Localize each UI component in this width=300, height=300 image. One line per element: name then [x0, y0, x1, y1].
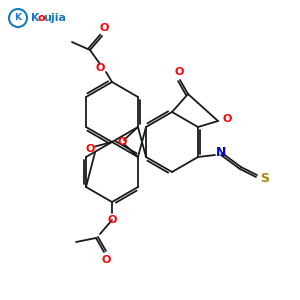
- Text: O: O: [222, 114, 232, 124]
- Text: O: O: [107, 215, 117, 225]
- Text: O: O: [117, 137, 127, 147]
- Text: O: O: [101, 255, 111, 265]
- Text: O: O: [99, 23, 109, 33]
- Text: N: N: [216, 146, 226, 160]
- Text: O: O: [95, 63, 105, 73]
- Text: ujia: ujia: [43, 13, 66, 23]
- Text: o: o: [37, 13, 45, 23]
- Text: K: K: [14, 14, 22, 22]
- Text: O: O: [85, 145, 95, 154]
- Text: S: S: [260, 172, 269, 185]
- Text: O: O: [174, 67, 184, 77]
- Text: K: K: [31, 13, 40, 23]
